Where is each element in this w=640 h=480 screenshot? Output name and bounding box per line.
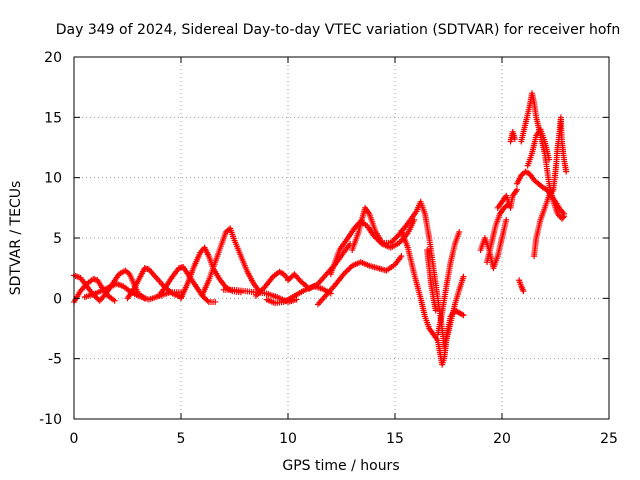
data-point [546,156,553,163]
data-point [460,273,467,280]
y-tick-label: -10 [39,412,62,428]
y-tick-label: 20 [44,50,62,66]
chart-title: Day 349 of 2024, Sidereal Day-to-day VTE… [56,22,620,38]
y-tick-label: 5 [53,231,62,247]
data-point [204,297,211,304]
data-point [559,214,566,221]
data-point [393,234,400,241]
data-points [71,90,570,368]
x-axis-label: GPS time / hours [282,458,399,474]
data-point [343,268,350,275]
data-point [398,253,405,260]
data-point [456,228,463,235]
axis-ticks: 0 5 10 15 20 25 -10 -5 0 5 10 15 20 [39,50,618,447]
data-point [513,186,520,193]
x-tick-label: 15 [386,431,404,447]
x-tick-label: 0 [70,431,79,447]
data-point [344,266,351,273]
data-point [212,298,219,305]
y-tick-label: 10 [44,171,62,187]
data-point [520,288,527,295]
x-tick-label: 20 [493,431,511,447]
y-tick-label: 15 [44,110,62,126]
data-point [432,307,439,314]
data-point [503,216,510,223]
data-point [563,168,570,175]
y-axis-label: SDTVAR / TECUs [8,181,24,296]
x-tick-label: 25 [600,431,618,447]
x-tick-label: 5 [177,431,186,447]
data-point [460,312,467,319]
y-tick-label: -5 [48,352,62,368]
data-point [392,235,398,242]
x-tick-label: 10 [279,431,297,447]
data-point [511,136,518,143]
data-point [111,297,118,304]
y-tick-label: 0 [53,291,62,307]
data-point [561,213,568,220]
data-point [346,265,353,272]
